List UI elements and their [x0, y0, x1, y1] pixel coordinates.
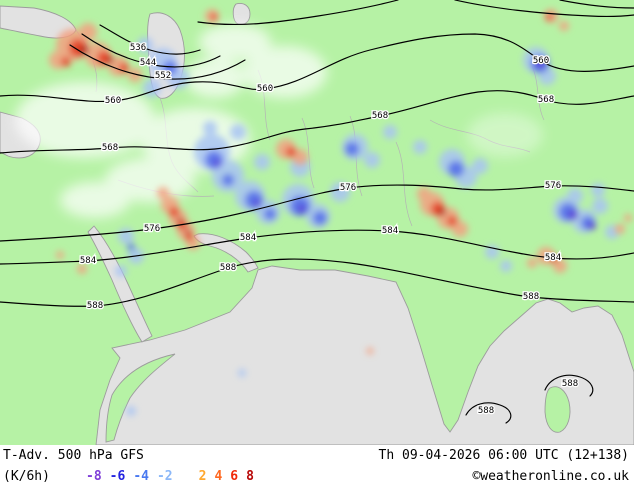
contour-label: 588	[562, 379, 578, 389]
contour-label: 588	[220, 263, 236, 273]
contour-label: 588	[478, 406, 494, 416]
contour-552	[69, 44, 246, 80]
contour-label: 552	[155, 71, 171, 81]
contour-560	[0, 33, 634, 103]
contour-label: 568	[372, 111, 388, 121]
contour-588-srilanka	[544, 374, 594, 397]
contour-top-right-1	[454, 0, 634, 17]
island-layer	[105, 353, 571, 443]
contour-label: 584	[80, 256, 96, 266]
contour-label: 536	[130, 43, 146, 53]
persian-gulf	[193, 233, 259, 273]
contour-labels: 536 544 552 560 560 560 568 568 568 576 576 576 584 5…	[79, 42, 580, 418]
contour-label: 576	[545, 181, 561, 191]
legend-value: -4	[133, 469, 149, 484]
contour-label: 584	[382, 226, 398, 236]
contour-label: 584	[545, 253, 561, 263]
contour-label: 560	[105, 96, 121, 106]
contour-label: 560	[533, 56, 549, 66]
somalia-peninsula	[105, 353, 176, 443]
contour-588-india-tip	[465, 402, 512, 424]
copyright-link[interactable]: ©weatheronline.co.uk	[472, 469, 629, 484]
chart-title: T-Adv. 500 hPa GFS	[3, 448, 144, 463]
contour-576	[0, 184, 634, 242]
legend-value: 8	[246, 469, 254, 484]
contour-label: 588	[523, 292, 539, 302]
contour-536	[99, 24, 201, 55]
sri-lanka-island	[544, 386, 571, 433]
weather-map: 536 544 552 560 560 560 568 568 568 576 576 576 584 5…	[0, 0, 634, 445]
legend-value: -2	[156, 469, 173, 484]
aral-sea	[232, 3, 251, 25]
chart-unit-label: (K/6h)	[3, 469, 50, 484]
contour-label: 588	[87, 301, 103, 311]
contour-label: 568	[538, 95, 554, 105]
legend-value: -6	[109, 469, 126, 484]
warm-advection-layer	[49, 9, 632, 355]
legend-value: 2	[198, 469, 207, 484]
legend-value: 4	[214, 469, 223, 484]
contour-label: 584	[240, 233, 256, 243]
neutral-shading-layer	[15, 24, 543, 218]
arabian-sea	[95, 265, 634, 445]
timestamp: Th 09-04-2026 06:00 UTC (12+138)	[378, 448, 629, 463]
contour-label: 544	[140, 58, 156, 68]
contour-568	[0, 90, 634, 154]
legend-value: 6	[230, 469, 239, 484]
contour-top-right-2	[559, 0, 634, 9]
legend-value: -8	[86, 469, 102, 484]
contour-lines	[0, 0, 634, 424]
contour-label: 560	[257, 84, 273, 94]
contour-top-mid	[197, 0, 399, 26]
contour-label: 576	[340, 183, 356, 193]
contour-588	[0, 258, 634, 307]
map-area: 536 544 552 560 560 560 568 568 568 576 576 576 584 5…	[0, 0, 634, 445]
contour-label: 576	[144, 224, 160, 234]
legend: -8 -6 -4 -2 2 4 6 8	[86, 469, 262, 485]
cold-advection-layer	[115, 37, 619, 416]
footer-bar: T-Adv. 500 hPa GFS (K/6h) -8 -6 -4 -2 2 4 6 8 T…	[0, 445, 634, 490]
contour-label: 568	[102, 143, 118, 153]
contour-584	[0, 229, 634, 265]
contour-544	[81, 33, 221, 68]
